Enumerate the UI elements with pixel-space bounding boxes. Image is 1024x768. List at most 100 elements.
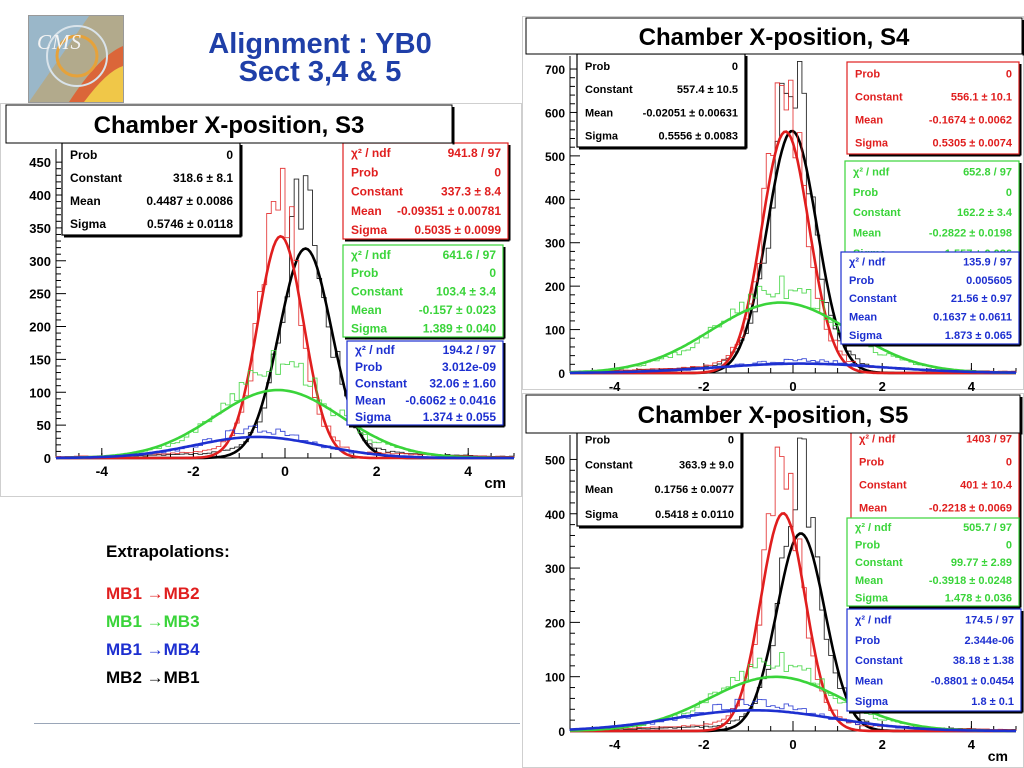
- stats-value: 0.4487 ± 0.0086: [146, 194, 233, 208]
- stats-label: Mean: [585, 484, 613, 496]
- stats-label: Constant: [855, 92, 903, 104]
- stats-label: Prob: [585, 61, 610, 73]
- x-tick-label: 2: [879, 737, 886, 752]
- x-tick-label: 4: [968, 737, 976, 752]
- stats-value: -0.2218 ± 0.0069: [929, 503, 1012, 515]
- y-tick-label: 500: [545, 453, 565, 467]
- stats-value: 0.5556 ± 0.0083: [659, 131, 738, 143]
- stats-label: Mean: [355, 393, 386, 407]
- y-tick-label: 400: [29, 188, 51, 203]
- y-tick-label: 300: [545, 562, 565, 576]
- slide-title-line1: Alignment : YB0: [208, 28, 432, 60]
- fit-curve-1: [570, 130, 1016, 375]
- stats-value: 3.012e-09: [442, 360, 496, 374]
- extrapolation-from: MB1: [106, 640, 142, 659]
- stats-label: χ² / ndf: [355, 343, 396, 357]
- stats-label: Mean: [849, 312, 877, 324]
- stats-value: 0: [1006, 187, 1012, 199]
- stats-value: 337.3 ± 8.4: [441, 185, 501, 199]
- stats-label: Prob: [853, 187, 878, 199]
- stats-value: -0.8801 ± 0.0454: [931, 676, 1015, 688]
- y-tick-label: 100: [545, 671, 565, 685]
- stats-value: 0: [226, 148, 233, 162]
- x-tick-label: -2: [698, 737, 710, 752]
- stats-value: 0.5305 ± 0.0074: [933, 138, 1013, 150]
- stats-box-frame: [576, 53, 746, 148]
- stats-value: 0.5035 ± 0.0099: [414, 223, 501, 237]
- stats-label: Sigma: [351, 223, 387, 237]
- extrapolation-to: MB2: [163, 584, 200, 603]
- stats-value: 401 ± 10.4: [960, 480, 1013, 492]
- stats-box-frame: [844, 160, 1020, 264]
- stats-label: Constant: [585, 459, 633, 471]
- stats-value: -0.157 ± 0.023: [419, 303, 497, 317]
- stats-value: -0.02051 ± 0.00631: [643, 107, 738, 119]
- y-tick-label: 350: [29, 221, 51, 236]
- chart-s5: 0 100 200 300 400 500 -4 -2 0 2 4 cm Prob 0 Constant 36…: [522, 393, 1024, 768]
- stats-label: Constant: [855, 557, 903, 569]
- arrow-icon: →: [146, 640, 164, 659]
- stats-label: Constant: [585, 84, 633, 96]
- stats-value: 505.7 / 97: [963, 522, 1012, 534]
- stats-value: 103.4 ± 3.4: [436, 285, 496, 299]
- y-tick-label: 700: [545, 63, 565, 77]
- extrapolation-from: MB1: [106, 612, 142, 631]
- extrapolation-to: MB3: [163, 612, 200, 631]
- stats-label: Sigma: [855, 138, 889, 150]
- y-tick-label: 0: [558, 725, 565, 739]
- stats-label: Constant: [855, 655, 903, 667]
- extrapolation-item: MB1 →MB3: [106, 608, 230, 636]
- footer-divider: [34, 723, 520, 724]
- extrapolation-from: MB2: [106, 668, 142, 687]
- x-tick-label: 2: [879, 379, 886, 394]
- stats-value: 363.9 ± 9.0: [679, 459, 734, 471]
- stats-box: χ² / ndf 1403 / 97 Prob 0 Constant 401 ± 10.4…: [850, 426, 1022, 522]
- x-tick-label: 0: [789, 379, 796, 394]
- stats-label: Mean: [585, 107, 613, 119]
- stats-label: Sigma: [849, 330, 883, 342]
- stats-value: 38.18 ± 1.38: [953, 655, 1014, 667]
- cms-logo-text: CMS: [37, 30, 82, 54]
- stats-box: χ² / ndf 135.9 / 97 Prob 0.005605 Constant 21…: [840, 251, 1022, 347]
- stats-box-frame: [342, 142, 509, 240]
- stats-box-frame: [846, 61, 1020, 155]
- chart-svg-s4: 0100200300400500600700-4-2024cmProb0Cons…: [522, 16, 1024, 406]
- y-tick-label: 600: [545, 106, 565, 120]
- stats-box: χ² / ndf 174.5 / 97 Prob 2.344e-06 Constant 3…: [846, 608, 1024, 714]
- stats-value: 557.4 ± 10.5: [677, 84, 738, 96]
- stats-label: Prob: [351, 165, 378, 179]
- y-tick-label: 200: [29, 320, 51, 335]
- stats-label: χ² / ndf: [351, 248, 392, 262]
- stats-label: Prob: [855, 635, 880, 647]
- stats-value: 21.56 ± 0.97: [951, 293, 1012, 305]
- stats-box: Prob 0 Constant 318.6 ± 8.1 Mean 0.4487 ± 0.0…: [61, 142, 243, 238]
- stats-box: Prob 0 Constant 363.9 ± 9.0 Mean 0.1756 ± 0.0…: [576, 426, 744, 529]
- extrapolations-heading: Extrapolations:: [106, 542, 230, 561]
- x-tick-label: -4: [609, 379, 621, 394]
- stats-label: Sigma: [585, 131, 619, 143]
- stats-label: Sigma: [585, 509, 619, 521]
- y-tick-label: 200: [545, 616, 565, 630]
- stats-box-frame: [846, 517, 1020, 607]
- extrapolation-from: MB1: [106, 584, 142, 603]
- stats-value: -0.6062 ± 0.0416: [405, 393, 496, 407]
- stats-label: Constant: [70, 171, 122, 185]
- stats-box: χ² / ndf 194.2 / 97 Prob 3.012e-09 Constant 3…: [346, 340, 506, 428]
- stats-box-frame: [850, 426, 1020, 520]
- stats-box: χ² / ndf 941.8 / 97 Prob 0 Constant 337.3 ± 8…: [342, 142, 511, 242]
- stats-label: Constant: [351, 285, 403, 299]
- stats-box-frame: [840, 251, 1020, 345]
- stats-label: Prob: [849, 275, 874, 287]
- stats-label: Mean: [853, 228, 881, 240]
- stats-label: Mean: [859, 503, 887, 515]
- stats-label: Mean: [855, 676, 883, 688]
- stats-label: χ² / ndf: [855, 614, 892, 626]
- y-tick-label: 100: [29, 385, 51, 400]
- y-tick-label: 450: [29, 155, 51, 170]
- stats-label: χ² / ndf: [849, 256, 886, 268]
- y-tick-label: 400: [545, 193, 565, 207]
- stats-box: χ² / ndf 652.8 / 97 Prob 0 Constant 162.2 ± 3…: [844, 160, 1022, 266]
- arrow-icon: →: [146, 668, 164, 687]
- stats-label: χ² / ndf: [855, 522, 892, 534]
- stats-label: Mean: [351, 303, 382, 317]
